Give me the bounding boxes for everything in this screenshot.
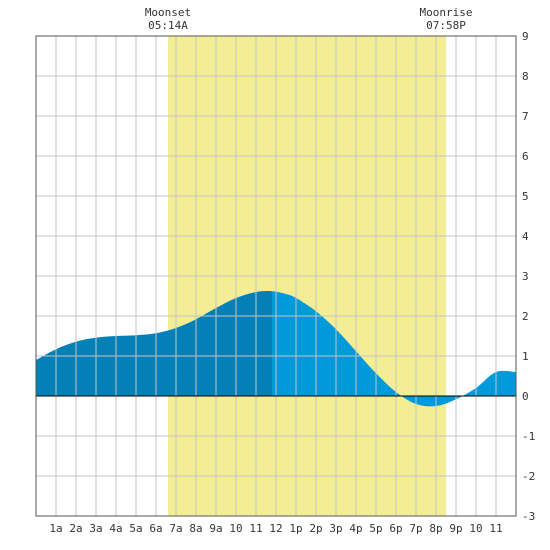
x-tick-label: 11 [249,522,262,535]
y-axis-tick-labels: 9 8 7 6 5 4 3 2 1 0 -1 -2 -3 [522,30,535,523]
y-tick-label: 0 [522,390,529,403]
x-tick-label: 10 [469,522,482,535]
x-tick-label: 5a [129,522,142,535]
x-tick-label: 3a [89,522,102,535]
x-tick-label: 9p [449,522,462,535]
y-tick-label: 8 [522,70,529,83]
x-tick-label: 6a [149,522,162,535]
y-tick-label: -2 [522,470,535,483]
x-tick-label: 1p [289,522,302,535]
x-tick-label: 9a [209,522,222,535]
annotation-time: 05:14A [148,19,188,32]
annotation-time: 07:58P [426,19,466,32]
tide-area-future [272,291,516,407]
x-tick-label: 5p [369,522,382,535]
x-tick-label: 12 [269,522,282,535]
x-axis-tick-labels: 1a 2a 3a 4a 5a 6a 7a 8a 9a 10 11 12 1p 2p 3p 4p 5p 6p 7p 8p… [49,522,502,535]
y-tick-label: 6 [522,150,529,163]
grid-lines [36,36,516,516]
x-tick-label: 4p [349,522,362,535]
x-tick-label: 8a [189,522,202,535]
y-tick-label: 5 [522,190,529,203]
x-tick-label: 1a [49,522,62,535]
y-tick-label: 4 [522,230,529,243]
x-tick-label: 2p [309,522,322,535]
x-tick-label: 3p [329,522,342,535]
x-tick-label: 11 [489,522,502,535]
y-tick-label: -1 [522,430,535,443]
x-tick-label: 10 [229,522,242,535]
plot-frame [35,35,517,517]
y-tick-label: 9 [522,30,529,43]
y-tick-label: 3 [522,270,529,283]
annotation-label: Moonrise [420,6,473,19]
annotation-label: Moonset [145,6,191,19]
x-tick-label: 6p [389,522,402,535]
tide-area-past [36,291,272,396]
y-tick-label: 1 [522,350,529,363]
x-tick-label: 2a [69,522,82,535]
y-tick-label: 2 [522,310,529,323]
x-tick-label: 4a [109,522,122,535]
tide-area-layer [36,291,516,407]
y-tick-label: -3 [522,510,535,523]
x-tick-label: 7a [169,522,182,535]
x-tick-label: 7p [409,522,422,535]
x-tick-label: 8p [429,522,442,535]
y-tick-label: 7 [522,110,529,123]
